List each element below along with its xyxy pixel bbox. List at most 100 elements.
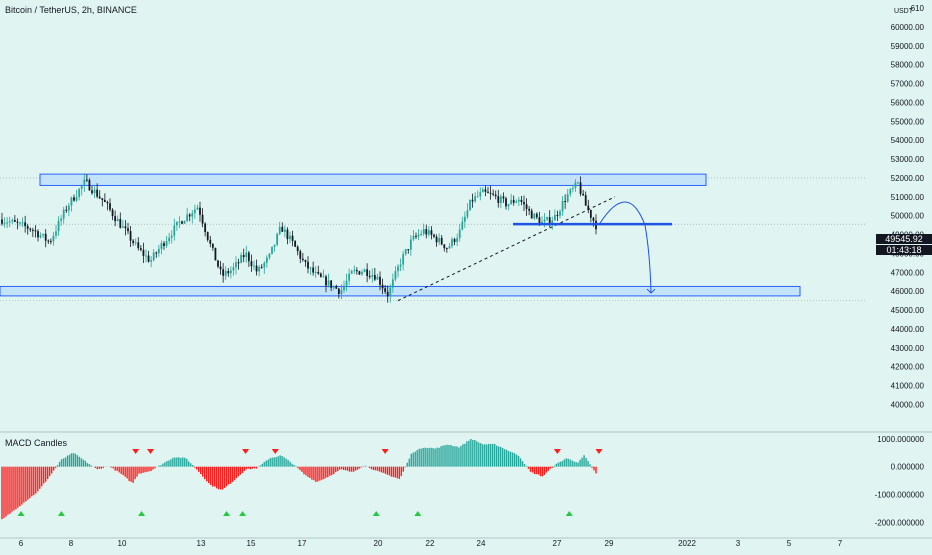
candle-body: [67, 205, 70, 211]
candle-body: [412, 235, 415, 240]
candle-body: [577, 182, 579, 184]
candle-body: [404, 249, 407, 255]
candle-body: [453, 239, 456, 242]
candle-body: [265, 257, 268, 263]
candle-body: [304, 260, 307, 262]
candle-body: [137, 242, 140, 249]
candle-body: [34, 230, 37, 232]
time-axis-tick: 13: [197, 539, 206, 548]
candle-body: [150, 260, 153, 262]
candle-body: [363, 269, 366, 273]
candle-body: [348, 273, 351, 281]
candle-body: [145, 255, 147, 257]
price-axis-tick: 51000.00: [891, 193, 925, 202]
candle-body: [543, 219, 546, 222]
candle-body: [451, 239, 453, 247]
candle-body: [263, 262, 266, 268]
candle-body: [173, 225, 176, 236]
candle-body: [479, 192, 482, 197]
candle-body: [309, 267, 312, 269]
candle-body: [384, 288, 387, 292]
candle-body: [520, 199, 523, 203]
candle-body: [325, 276, 327, 286]
candle-body: [103, 199, 106, 202]
candle-body: [533, 213, 536, 219]
candle-body: [250, 261, 253, 267]
candle-body: [559, 211, 561, 216]
candle-body: [93, 189, 96, 194]
candle-body: [301, 258, 304, 261]
candle-body: [13, 220, 16, 222]
candle-body: [196, 207, 199, 210]
candle-body: [366, 269, 369, 276]
candle-body: [314, 271, 317, 273]
candle-body: [350, 270, 353, 274]
buy-signal-marker: [565, 511, 573, 516]
candle-body: [584, 195, 587, 206]
time-axis-tick: 24: [477, 539, 486, 548]
candle-body: [420, 233, 423, 235]
candle-body: [587, 205, 590, 211]
candle-body: [39, 235, 42, 238]
buy-signal-marker: [17, 511, 25, 516]
candle-body: [566, 194, 569, 202]
candle-body: [91, 190, 93, 194]
candle-body: [582, 193, 585, 196]
candle-body: [155, 252, 158, 254]
candle-body: [181, 221, 183, 224]
candle-body: [255, 265, 258, 272]
time-axis-tick: 22: [426, 539, 435, 548]
candle-body: [515, 201, 518, 203]
candle-body: [438, 237, 441, 243]
candle-body: [381, 284, 384, 289]
price-axis-tick: 50000.00: [891, 212, 925, 221]
candle-body: [456, 238, 459, 242]
candle-body: [16, 221, 19, 223]
candle-body: [47, 240, 50, 242]
candle-body: [1, 219, 3, 224]
candle-body: [175, 221, 178, 226]
buy-signal-marker: [239, 511, 247, 516]
candle-body: [219, 266, 222, 270]
price-axis-tick: 47000.00: [891, 268, 925, 277]
price-axis-tick: 53000.00: [891, 155, 925, 164]
candle-body: [101, 198, 104, 200]
candle-body: [276, 233, 279, 245]
candle-body: [307, 261, 309, 269]
candle-body: [553, 215, 556, 221]
candle-body: [299, 251, 302, 259]
price-axis-tick: 60000.00: [891, 23, 925, 32]
candle-body: [165, 241, 168, 246]
candle-body: [85, 179, 88, 181]
candle-body: [507, 204, 510, 207]
candle-body: [31, 229, 34, 231]
price-axis-tick: 41000.00: [891, 382, 925, 391]
candle-body: [461, 221, 464, 230]
candle-body: [458, 229, 461, 239]
candle-body: [217, 260, 219, 267]
candle-body: [273, 244, 276, 247]
candle-body: [523, 202, 525, 205]
candle-body: [574, 182, 577, 188]
candle-body: [343, 285, 345, 291]
candle-body: [435, 236, 438, 243]
candle-body: [317, 271, 320, 274]
candle-body: [530, 210, 533, 219]
candle-body: [26, 226, 29, 229]
time-axis-tick: 5: [787, 539, 792, 548]
chart-title: Bitcoin / TetherUS, 2h, BINANCE: [5, 5, 137, 15]
candle-body: [564, 201, 567, 203]
candle-body: [258, 266, 261, 272]
candle-body: [481, 189, 484, 193]
candle-body: [353, 270, 356, 272]
macd-axis-tick: 1000.000000: [877, 435, 924, 444]
support-zone: [0, 285, 801, 297]
candle-body: [111, 209, 114, 217]
candle-body: [183, 220, 186, 224]
price-axis-tick: 56000.00: [891, 98, 925, 107]
candle-body: [42, 233, 45, 236]
candle-body: [240, 254, 243, 263]
candle-body: [402, 254, 405, 265]
candle-body: [466, 210, 469, 217]
